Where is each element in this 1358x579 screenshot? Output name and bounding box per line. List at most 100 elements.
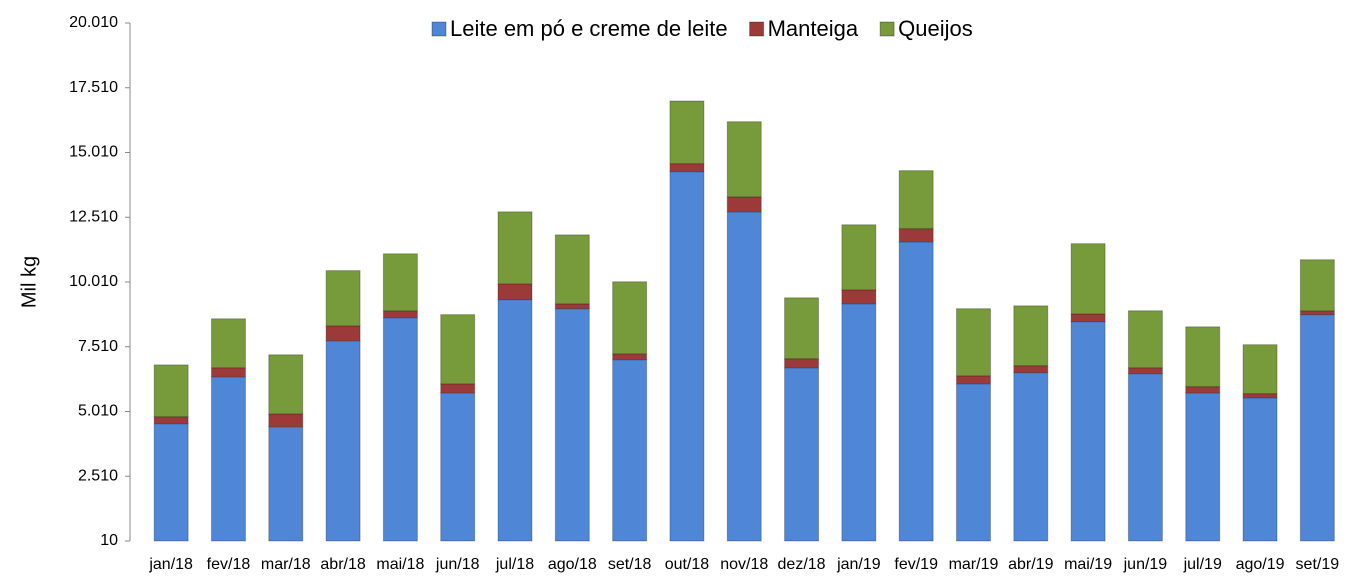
bar-segment (554, 234, 590, 305)
bar-segment (382, 310, 418, 319)
bar-segment (268, 354, 304, 415)
x-tick-label: jan/19 (836, 556, 881, 573)
x-tick-label: set/19 (1296, 556, 1340, 573)
legend-label: Queijos (898, 16, 973, 41)
bar-segment (153, 364, 189, 418)
x-tick-label: out/18 (665, 556, 710, 573)
x-tick-label: mai/19 (1064, 556, 1112, 573)
bar-segment (325, 340, 361, 542)
bar-segment (440, 383, 476, 394)
bar-segment (497, 283, 533, 301)
bar-segment (898, 170, 934, 230)
x-tick-label: mar/19 (949, 556, 999, 573)
y-tick-label: 20.010 (69, 14, 118, 31)
bar-segment (497, 211, 533, 285)
bar-segment (210, 367, 246, 378)
bar-segment (382, 317, 418, 542)
bar-segment (841, 224, 877, 291)
y-tick-label: 5.010 (78, 403, 118, 420)
bar-segment (440, 314, 476, 385)
y-tick-label: 7.510 (78, 338, 118, 355)
bar-segment (612, 353, 648, 361)
bar-segment (1013, 365, 1049, 374)
bar-segment (612, 281, 648, 355)
x-tick-label: jul/19 (1183, 556, 1222, 573)
bar-segment (955, 308, 991, 377)
x-tick-label: fev/18 (207, 556, 251, 573)
bar-segment (153, 423, 189, 542)
legend-swatch (879, 21, 895, 37)
bar-segment (1013, 372, 1049, 542)
bar-segment (325, 270, 361, 327)
legend-swatch (749, 21, 765, 37)
x-tick-label: fev/19 (894, 556, 938, 573)
bar-segment (1242, 393, 1278, 399)
x-tick-label: mar/18 (261, 556, 311, 573)
bar-segment (382, 253, 418, 312)
x-tick-label: abr/19 (1008, 556, 1053, 573)
bar-segment (669, 171, 705, 542)
bar-segment (554, 303, 590, 310)
bar-segment (1299, 314, 1335, 542)
bar-segment (497, 299, 533, 542)
bar-segment (268, 426, 304, 542)
bar-segment (325, 325, 361, 342)
bar-segment (554, 308, 590, 542)
bar-segment (1127, 373, 1163, 542)
x-tick-label: dez/18 (778, 556, 826, 573)
legend-label: Manteiga (768, 16, 859, 41)
bar-segment (1127, 367, 1163, 375)
y-tick-label: 17.510 (69, 79, 118, 96)
bar-segment (1070, 243, 1106, 315)
bar-segment (210, 318, 246, 369)
bar-segment (841, 289, 877, 305)
y-tick-label: 12.510 (69, 208, 118, 225)
bar-segment (669, 100, 705, 165)
x-tick-label: mai/18 (376, 556, 424, 573)
bar-segment (268, 413, 304, 428)
bar-segment (1127, 310, 1163, 369)
bar-segment (1070, 321, 1106, 542)
bar-segment (210, 376, 246, 542)
y-tick-label: 10.010 (69, 273, 118, 290)
bar-segment (1242, 397, 1278, 542)
bar-segment (726, 211, 762, 542)
bar-segment (955, 375, 991, 385)
bar-segment (898, 228, 934, 243)
y-tick-label: 15.010 (69, 144, 118, 161)
x-tick-label: ago/19 (1236, 556, 1285, 573)
bar-segment (1299, 259, 1335, 312)
y-tick-label: 10 (100, 532, 118, 549)
bar-segment (1185, 386, 1221, 394)
x-tick-label: jun/18 (435, 556, 480, 573)
x-tick-label: jan/18 (148, 556, 193, 573)
bar-segment (1299, 310, 1335, 316)
bar-segment (1242, 344, 1278, 395)
bar-segment (955, 383, 991, 542)
bar-segment (1013, 305, 1049, 367)
bar-segment (1185, 326, 1221, 388)
x-tick-label: nov/18 (720, 556, 768, 573)
bar-segment (841, 303, 877, 542)
bar-segment (784, 358, 820, 369)
y-axis-title: Mil kg (18, 256, 40, 308)
bar-segment (726, 121, 762, 198)
bar-segment (726, 196, 762, 213)
legend-label: Leite em pó e creme de leite (450, 16, 728, 41)
x-tick-label: jul/18 (495, 556, 534, 573)
bar-segment (784, 297, 820, 360)
x-tick-label: jun/19 (1123, 556, 1168, 573)
x-tick-label: set/18 (608, 556, 652, 573)
y-tick-label: 2.510 (78, 467, 118, 484)
x-tick-label: ago/18 (548, 556, 597, 573)
bar-segment (1070, 313, 1106, 323)
bar-segment (898, 241, 934, 542)
bar-segment (153, 416, 189, 425)
bar-segment (440, 392, 476, 542)
bar-segment (669, 163, 705, 173)
bar-segment (1185, 392, 1221, 542)
bar-segment (784, 367, 820, 542)
legend-swatch (431, 21, 447, 37)
x-tick-label: abr/18 (320, 556, 365, 573)
